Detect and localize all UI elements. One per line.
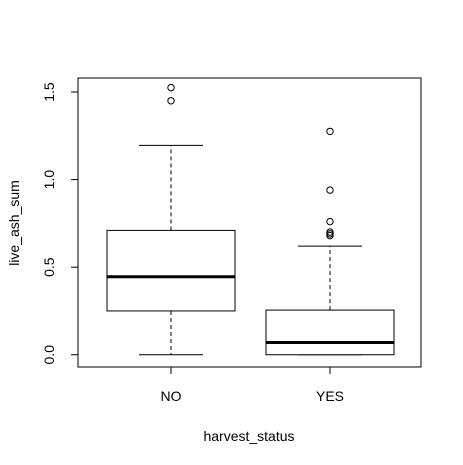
y-tick-label-1: 0.0 xyxy=(41,345,57,365)
y-tick-label-2: 0.5 xyxy=(41,257,57,277)
outlier-point-yes-4 xyxy=(326,217,334,226)
x-axis: NO YES xyxy=(161,366,344,404)
box-yes xyxy=(265,309,395,356)
x-tick-label-no: NO xyxy=(161,388,182,404)
outlier-point-no-1 xyxy=(167,97,175,105)
x-tick-label-yes: YES xyxy=(316,388,344,404)
y-axis-label: live_ash_sum xyxy=(6,180,22,266)
box-group-no xyxy=(106,83,236,356)
outlier-point-yes-3 xyxy=(326,228,334,236)
outlier-point-yes-6 xyxy=(326,127,334,136)
y-tick-label-4: 1.5 xyxy=(41,82,57,102)
outlier-point-yes-5 xyxy=(326,186,334,194)
x-axis-label: harvest_status xyxy=(203,428,294,444)
outlier-point-no-2 xyxy=(167,83,175,92)
chart-marks xyxy=(106,83,395,356)
y-tick-label-3: 1.0 xyxy=(41,170,57,190)
box-group-yes xyxy=(265,127,395,356)
y-axis: 0.0 0.5 1.0 1.5 xyxy=(41,82,79,365)
box-no xyxy=(106,229,236,312)
